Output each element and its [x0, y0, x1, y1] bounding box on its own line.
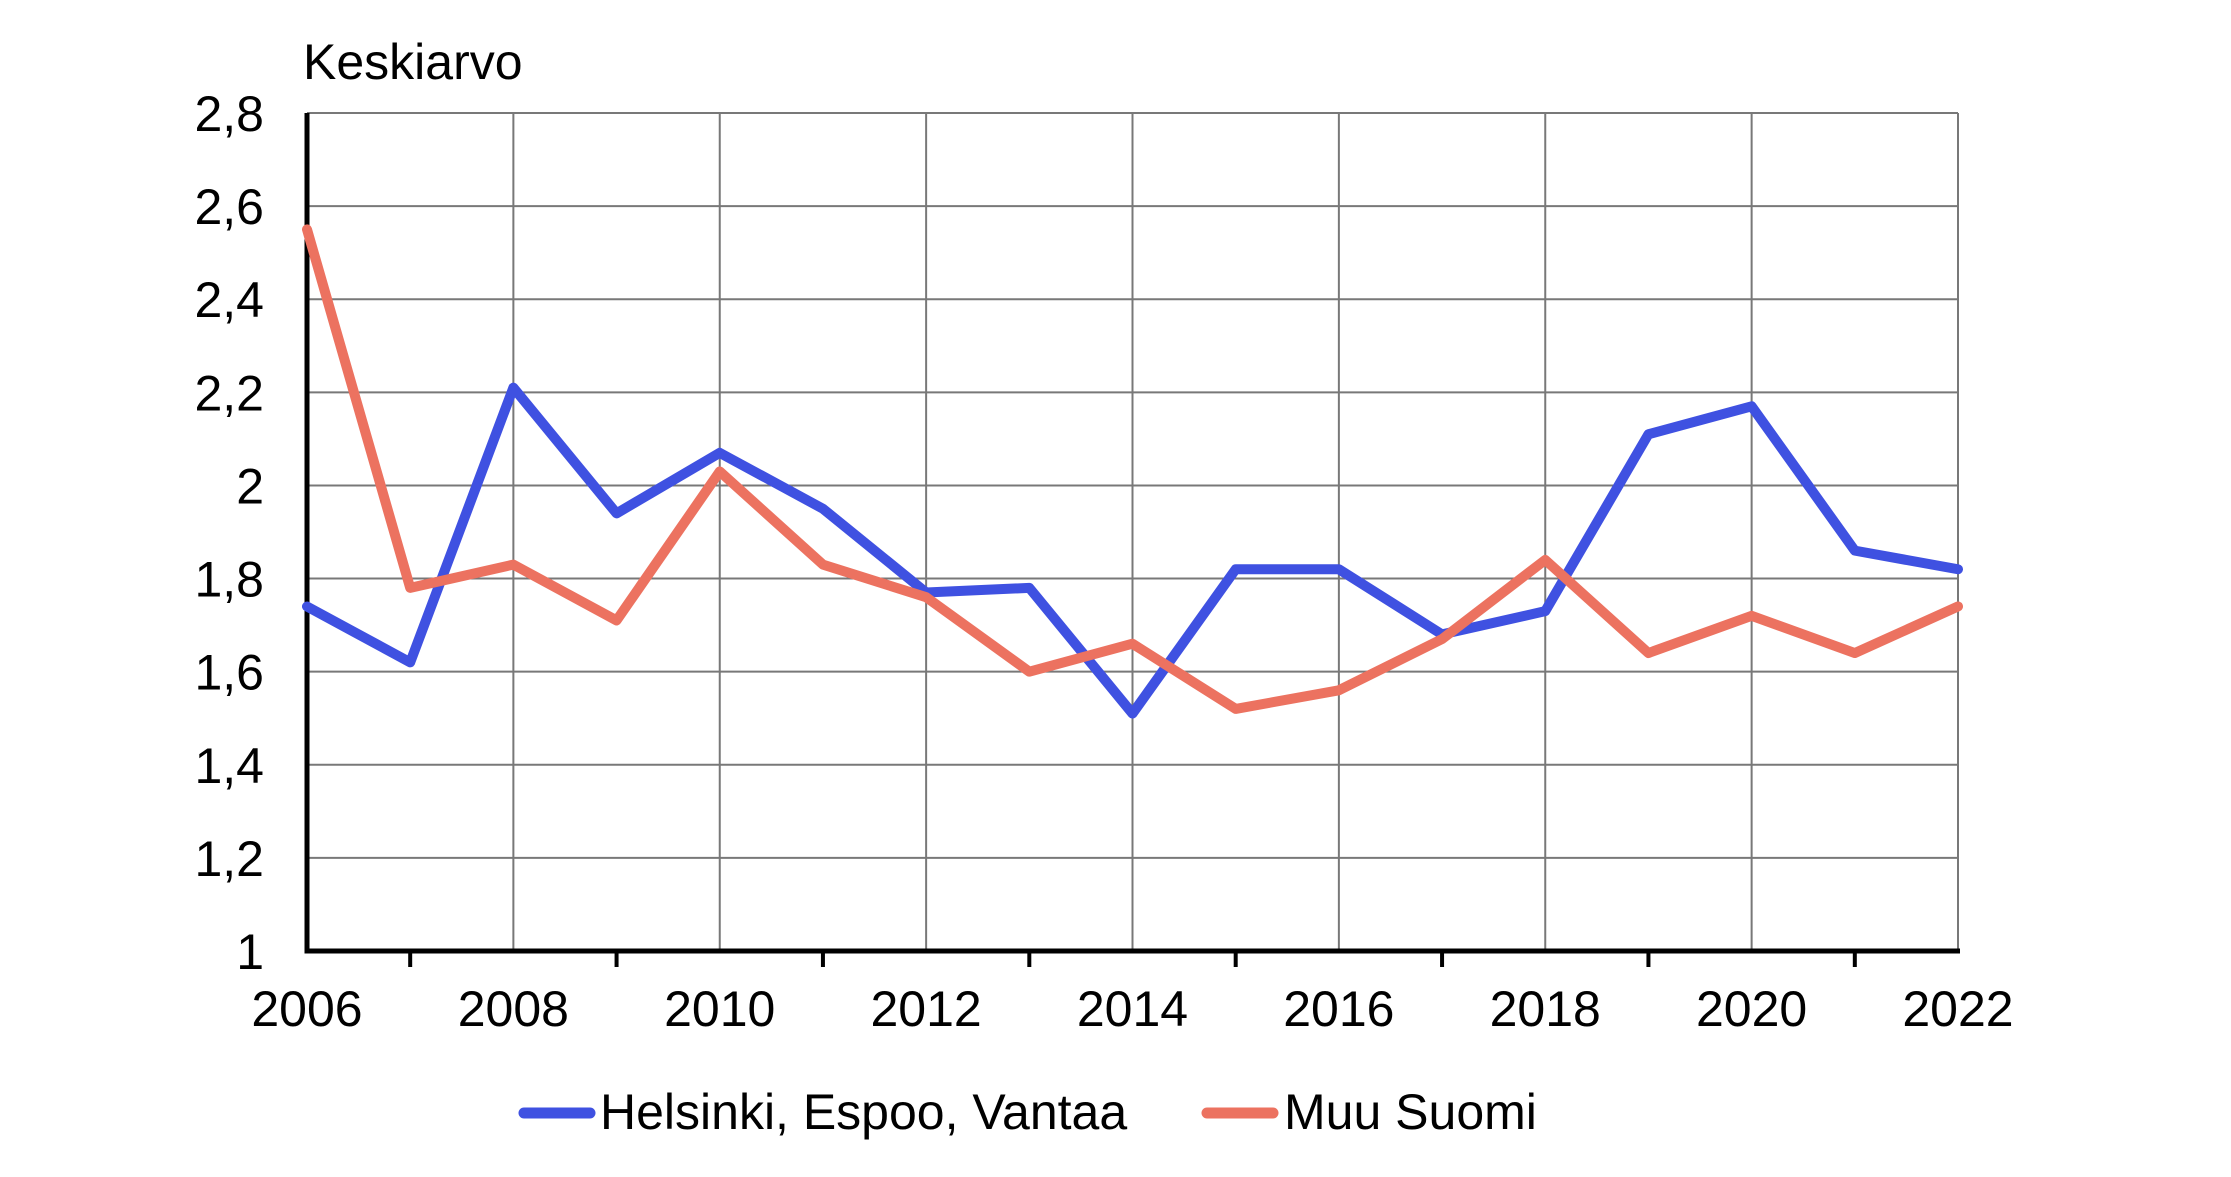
y-axis-label: 2,6	[194, 179, 264, 235]
y-axis-label: 1,2	[194, 831, 264, 887]
chart-title: Keskiarvo	[303, 34, 523, 90]
x-axis-label: 2006	[251, 981, 362, 1037]
y-axis-label: 1,8	[194, 552, 264, 608]
x-axis-label: 2010	[664, 981, 775, 1037]
x-axis-label: 2022	[1902, 981, 2013, 1037]
plot-area: 1 1,2 1,4 1,6 1,8 2 2,2 2,4 2,6 2,8 2006 2008 2010 20…	[194, 86, 2013, 1037]
y-axis-label: 1,6	[194, 645, 264, 701]
x-axis-label: 2020	[1696, 981, 1807, 1037]
y-axis-label: 2,4	[194, 272, 264, 328]
y-axis-label: 1	[236, 924, 264, 980]
y-axis-label: 2,8	[194, 86, 264, 142]
series-line-muu-suomi	[302, 224, 1963, 714]
legend-label-muu-suomi: Muu Suomi	[1284, 1084, 1537, 1140]
x-axis-label: 2008	[458, 981, 569, 1037]
x-axis-label: 2014	[1077, 981, 1188, 1037]
x-axis-label: 2016	[1283, 981, 1394, 1037]
legend: Helsinki, Espoo, Vantaa Muu Suomi	[518, 1084, 1537, 1140]
y-axis-label: 2	[236, 458, 264, 514]
x-axis-label: 2018	[1490, 981, 1601, 1037]
legend-label-helsinki-espoo-vantaa: Helsinki, Espoo, Vantaa	[600, 1084, 1127, 1140]
y-axis-label: 2,2	[194, 365, 264, 421]
x-axis-label: 2012	[871, 981, 982, 1037]
y-axis-label: 1,4	[194, 738, 264, 794]
series-line-helsinki-espoo-vantaa	[302, 382, 1963, 719]
